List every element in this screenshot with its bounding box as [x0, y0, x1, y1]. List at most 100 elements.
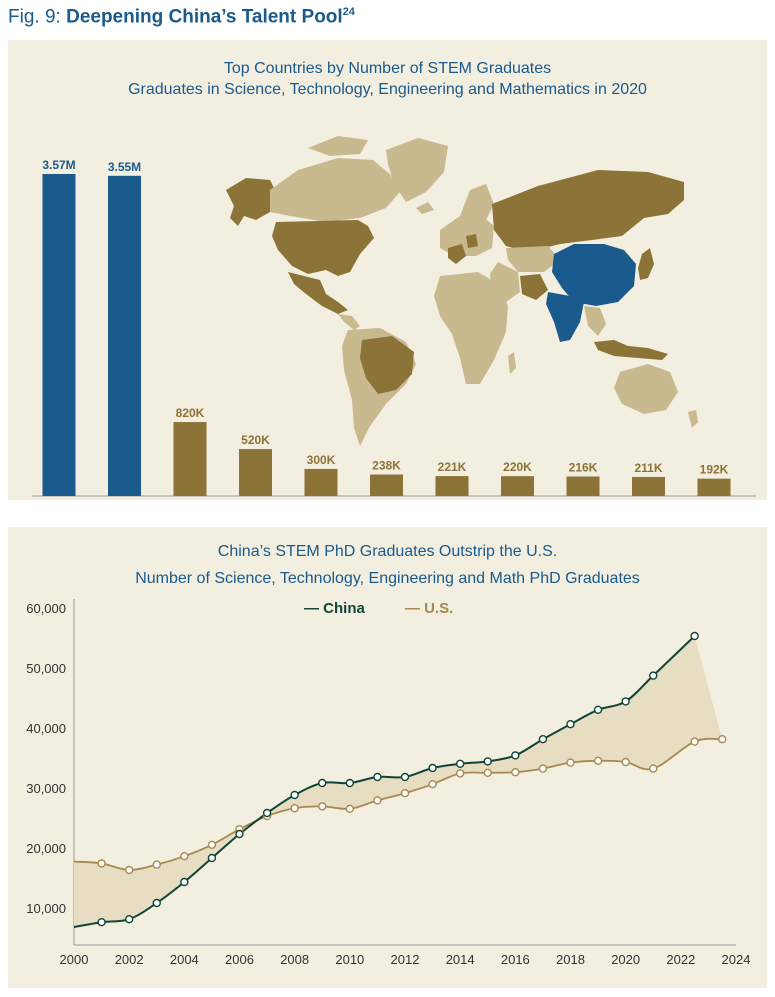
x-tick-label: 2008 — [280, 952, 309, 967]
bar-value-label: 300K — [307, 453, 336, 467]
line-chart: 10,000 20,000 30,000 40,000 50,000 60,000 2000… — [26, 599, 751, 967]
us-point — [690, 737, 699, 746]
map-indonesia — [594, 340, 668, 360]
line-chart-title: China’s STEM PhD Graduates Outstrip the … — [217, 543, 558, 560]
china-point — [538, 734, 548, 744]
us-point — [455, 769, 465, 778]
china-point — [262, 808, 272, 818]
map-brazil — [360, 336, 414, 394]
x-tick-label: 2022 — [666, 952, 695, 967]
bar-russia — [239, 449, 272, 496]
x-tick-label: 2012 — [391, 952, 420, 967]
us-point — [318, 802, 327, 811]
us-point — [290, 804, 299, 813]
china-point — [400, 772, 410, 782]
china-point — [235, 829, 244, 839]
us-point — [124, 865, 134, 875]
map-mexico — [288, 272, 348, 314]
china-point — [455, 759, 465, 769]
bar-value-label: 520K — [241, 433, 270, 447]
bar-chart-title: Top Countries by Number of STEM Graduate… — [223, 60, 552, 77]
x-tick-label: 2020 — [611, 952, 640, 967]
map-central-asia — [506, 246, 560, 272]
y-tick-label: 60,000 — [26, 601, 66, 616]
bar-germany — [566, 476, 600, 496]
x-tick-label: 2002 — [115, 952, 144, 967]
us-point — [207, 840, 217, 849]
china-point — [428, 763, 437, 773]
china-point — [373, 772, 382, 782]
stem-graduates-panel: Top Countries by Number of STEM Graduate… — [8, 40, 767, 500]
bar-china — [42, 174, 76, 496]
map-australia — [614, 364, 678, 414]
bar-value-label: 820K — [176, 406, 205, 420]
bar-value-label: 3.57M — [42, 158, 75, 172]
x-tick-label: 2014 — [446, 952, 475, 967]
china-point — [566, 719, 575, 729]
map-southeast-asia — [584, 306, 606, 336]
map-india — [546, 292, 584, 342]
map-japan — [638, 248, 654, 280]
x-tick-label: 2016 — [501, 952, 530, 967]
map-scandinavia — [460, 184, 494, 220]
legend-us: — U.S. — [405, 600, 454, 617]
figure-label: Fig. 9: — [8, 6, 61, 28]
bar-value-label: 211K — [634, 461, 662, 475]
bar-iran — [632, 476, 665, 496]
bar-japan — [697, 478, 731, 496]
x-tick-label: 2010 — [335, 952, 364, 967]
y-tick-label: 30,000 — [26, 781, 66, 796]
us-point — [483, 768, 492, 778]
us-point — [593, 756, 603, 766]
us-point — [718, 734, 727, 744]
map-madagascar — [508, 352, 516, 374]
bar-france — [501, 476, 534, 496]
map-france — [448, 244, 466, 264]
gap-area — [74, 636, 723, 927]
bar-brazil — [370, 474, 403, 496]
map-germany — [466, 234, 478, 248]
bar-value-label: 238K — [372, 459, 401, 473]
bar-mexico — [435, 476, 469, 496]
bar-value-label: 221K — [438, 460, 467, 474]
world-map — [226, 136, 698, 446]
china-point — [621, 697, 630, 706]
x-tick-label: 2004 — [170, 952, 199, 967]
legend-china: — China — [304, 600, 365, 617]
bar-series: 3.57MChina3.55MIndia820KUnited States520… — [42, 158, 731, 496]
map-china — [552, 244, 636, 306]
footnote-marker: 24 — [342, 6, 355, 18]
bar-value-label: 192K — [700, 463, 729, 477]
us-point — [345, 804, 355, 813]
map-greenland — [386, 138, 448, 202]
x-tick-label: 2024 — [722, 952, 751, 967]
bar-united-states — [173, 422, 207, 496]
china-point — [290, 790, 299, 800]
china-point — [207, 853, 217, 863]
y-tick-label: 10,000 — [26, 901, 66, 916]
map-iran — [520, 274, 548, 300]
phd-graduates-panel: China’s STEM PhD Graduates Outstrip the … — [8, 527, 767, 988]
china-point — [511, 751, 520, 760]
map-canada — [270, 158, 400, 222]
x-tick-label: 2000 — [60, 952, 89, 967]
china-point — [180, 877, 189, 887]
bar-chart-subtitle: Graduates in Science, Technology, Engine… — [128, 81, 647, 98]
y-tick-label: 20,000 — [26, 841, 66, 856]
figure-heading: Deepening China’s Talent Pool — [66, 6, 343, 28]
china-point — [593, 705, 603, 715]
map-africa — [434, 272, 508, 384]
bar-value-label: 216K — [569, 461, 598, 475]
map-russia — [492, 170, 684, 252]
china-point — [483, 757, 492, 766]
china-point — [649, 671, 658, 680]
us-point — [180, 852, 189, 861]
us-point — [152, 860, 161, 869]
china-point — [345, 778, 355, 788]
china-point — [690, 631, 699, 641]
bar-indonesia — [304, 468, 338, 496]
us-point — [566, 758, 575, 767]
line-chart-subtitle: Number of Science, Technology, Engineeri… — [135, 570, 640, 587]
bar-chart: 3.57MChina3.55MIndia820KUnited States520… — [32, 136, 756, 497]
us-point — [97, 859, 106, 868]
